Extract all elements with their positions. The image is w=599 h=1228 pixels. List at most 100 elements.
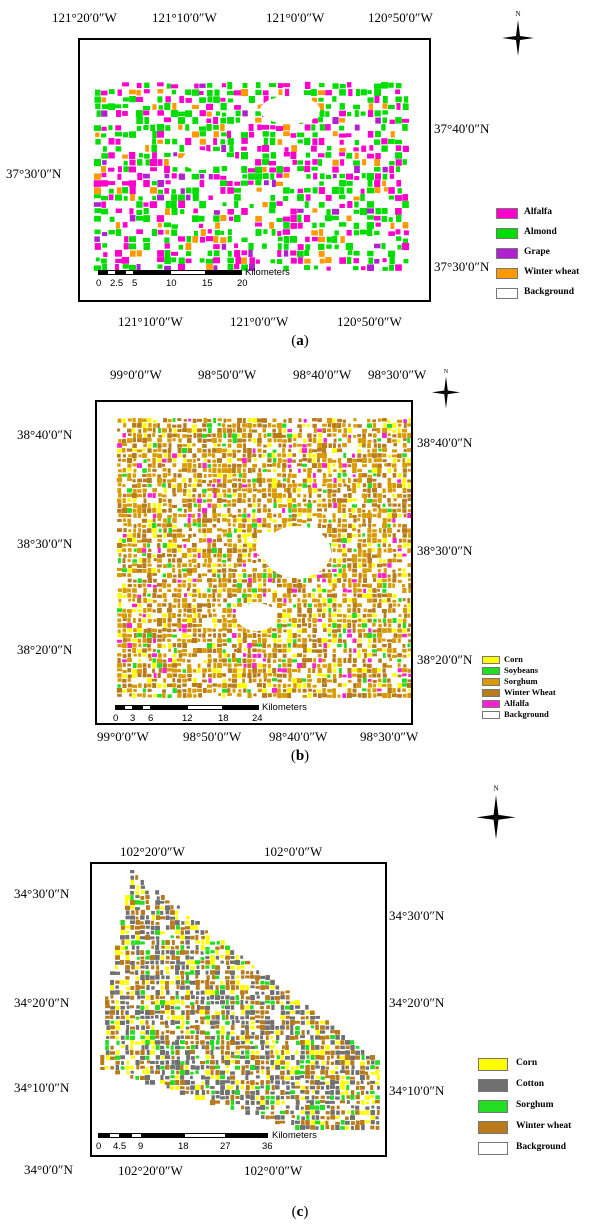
left-lat-label: 34°20′0″N <box>14 995 70 1010</box>
north-label: N <box>515 10 520 18</box>
top-lon-label: 99°0′0″W <box>110 367 162 382</box>
top-lon-label: 98°30′0″W <box>368 367 427 382</box>
north-arrow-icon: N <box>502 10 534 56</box>
legend-label: Background <box>524 287 574 297</box>
scale-tick-label: 18 <box>178 1141 189 1152</box>
scale-tick-label: 5 <box>132 278 138 289</box>
legend-swatch <box>496 228 518 239</box>
legend-label: Sorghum <box>516 1100 554 1110</box>
legend-swatch <box>482 689 500 697</box>
map-frame: Kilometers 0 3 6 12 18 24 <box>95 400 413 725</box>
legend-label: Grape <box>524 247 550 257</box>
map-panel-a: 121°20′0″W 121°10′0″W 121°0′0″W 120°50′0… <box>0 0 599 355</box>
top-lon-label: 98°40′0″W <box>293 367 352 382</box>
legend-swatch <box>482 711 500 719</box>
map-panel-c: 102°20′0″W 102°0′0″W Kilometers 0 4.5 9 … <box>0 772 599 1228</box>
right-lat-label: 38°30′0″N <box>417 543 473 558</box>
scale-tick-label: 0 <box>113 713 119 724</box>
scale-unit-label: Kilometers <box>272 1130 317 1141</box>
top-lon-label: 98°50′0″W <box>198 367 257 382</box>
scale-tick-label: 18 <box>218 713 229 724</box>
left-lat-label: 38°20′0″N <box>17 642 73 657</box>
caption-letter: c <box>296 1204 304 1220</box>
scale-tick-label: 10 <box>166 278 177 289</box>
bottom-lon-label: 99°0′0″W <box>97 729 149 744</box>
top-lon-label: 102°20′0″W <box>120 844 185 859</box>
legend-label: Alfalfa <box>504 698 530 708</box>
scale-unit-label: Kilometers <box>245 267 290 278</box>
bottom-lon-label: 98°40′0″W <box>269 729 328 744</box>
top-lon-label: 121°20′0″W <box>52 10 117 25</box>
left-lat-label: 34°30′0″N <box>14 886 70 901</box>
north-arrow-icon: N <box>476 783 516 840</box>
bottom-lon-label: 120°50′0″W <box>337 314 402 329</box>
right-lat-label: 34°20′0″N <box>389 995 445 1010</box>
legend-label: Almond <box>524 227 557 237</box>
legend-swatch <box>478 1100 508 1113</box>
map-panel-b: 99°0′0″W 98°50′0″W 98°40′0″W 98°30′0″W K… <box>0 360 599 770</box>
legend-swatch <box>478 1058 508 1071</box>
scale-tick-label: 0 <box>96 1141 102 1152</box>
figure-caption: (a) <box>291 333 309 349</box>
left-lat-label: 37°30′0″N <box>6 166 62 181</box>
legend-swatch <box>496 268 518 279</box>
top-lon-label: 121°0′0″W <box>266 10 325 25</box>
left-lat-label: 38°30′0″N <box>17 536 73 551</box>
scale-tick-label: 36 <box>262 1141 273 1152</box>
scale-tick-label: 24 <box>252 713 263 724</box>
legend-swatch <box>496 248 518 259</box>
map-frame: Kilometers 0 2.5 5 10 15 20 <box>78 38 431 302</box>
scale-tick-label: 9 <box>138 1141 144 1152</box>
legend-label: Winter wheat <box>516 1121 572 1131</box>
scale-tick-label: 3 <box>130 713 136 724</box>
right-lat-label: 37°30′0″N <box>434 259 490 274</box>
top-lon-label: 121°10′0″W <box>152 10 217 25</box>
top-lon-label: 102°0′0″W <box>264 844 323 859</box>
legend-label: Sorghum <box>504 676 538 686</box>
right-lat-label: 34°30′0″N <box>389 908 445 923</box>
left-lat-label: 34°10′0″N <box>14 1080 70 1095</box>
legend-label: Background <box>516 1142 566 1152</box>
crop-map-image <box>93 81 410 272</box>
top-lon-label: 120°50′0″W <box>368 10 433 25</box>
map-frame: Kilometers 0 4.5 9 18 27 36 <box>90 862 387 1157</box>
legend-swatch <box>478 1079 508 1092</box>
figure-caption: (c) <box>291 1204 309 1220</box>
scale-tick-label: 2.5 <box>110 278 124 289</box>
scale-tick-label: 20 <box>237 278 248 289</box>
scale-tick-label: 12 <box>182 713 193 724</box>
right-lat-label: 37°40′0″N <box>434 121 490 136</box>
figure-caption: (b) <box>290 748 310 764</box>
caption-letter: b <box>295 748 305 764</box>
legend-swatch <box>482 667 500 675</box>
right-lat-label: 34°10′0″N <box>389 1083 445 1098</box>
legend-swatch <box>496 288 518 299</box>
legend-label: Corn <box>516 1058 538 1068</box>
bottom-lon-label: 98°30′0″W <box>360 729 419 744</box>
scale-unit-label: Kilometers <box>262 702 307 713</box>
scale-tick-label: 4.5 <box>113 1141 127 1152</box>
legend-label: Alfalfa <box>524 207 552 217</box>
legend-label: Soybeans <box>504 665 539 675</box>
legend-swatch <box>478 1121 508 1134</box>
north-arrow-icon: N <box>431 368 461 409</box>
scale-tick-label: 6 <box>148 713 154 724</box>
legend-label: Corn <box>504 654 523 664</box>
scale-tick-label: 0 <box>96 278 102 289</box>
legend-label: Winter wheat <box>524 267 580 277</box>
bottom-lon-label: 121°10′0″W <box>118 314 183 329</box>
legend-label: Cotton <box>516 1079 544 1089</box>
caption-letter: a <box>296 333 304 349</box>
right-lat-label: 38°20′0″N <box>417 652 473 667</box>
crop-map-image <box>116 417 411 699</box>
north-label: N <box>444 368 449 375</box>
bottom-lon-label: 102°20′0″W <box>118 1163 183 1178</box>
left-lat-label: 34°0′0″N <box>24 1162 73 1177</box>
legend-swatch <box>478 1142 508 1155</box>
legend-swatch <box>482 656 500 664</box>
legend-swatch <box>482 700 500 708</box>
right-lat-label: 38°40′0″N <box>417 435 473 450</box>
legend-swatch <box>496 208 518 219</box>
scale-tick-label: 15 <box>202 278 213 289</box>
bottom-lon-label: 98°50′0″W <box>183 729 242 744</box>
